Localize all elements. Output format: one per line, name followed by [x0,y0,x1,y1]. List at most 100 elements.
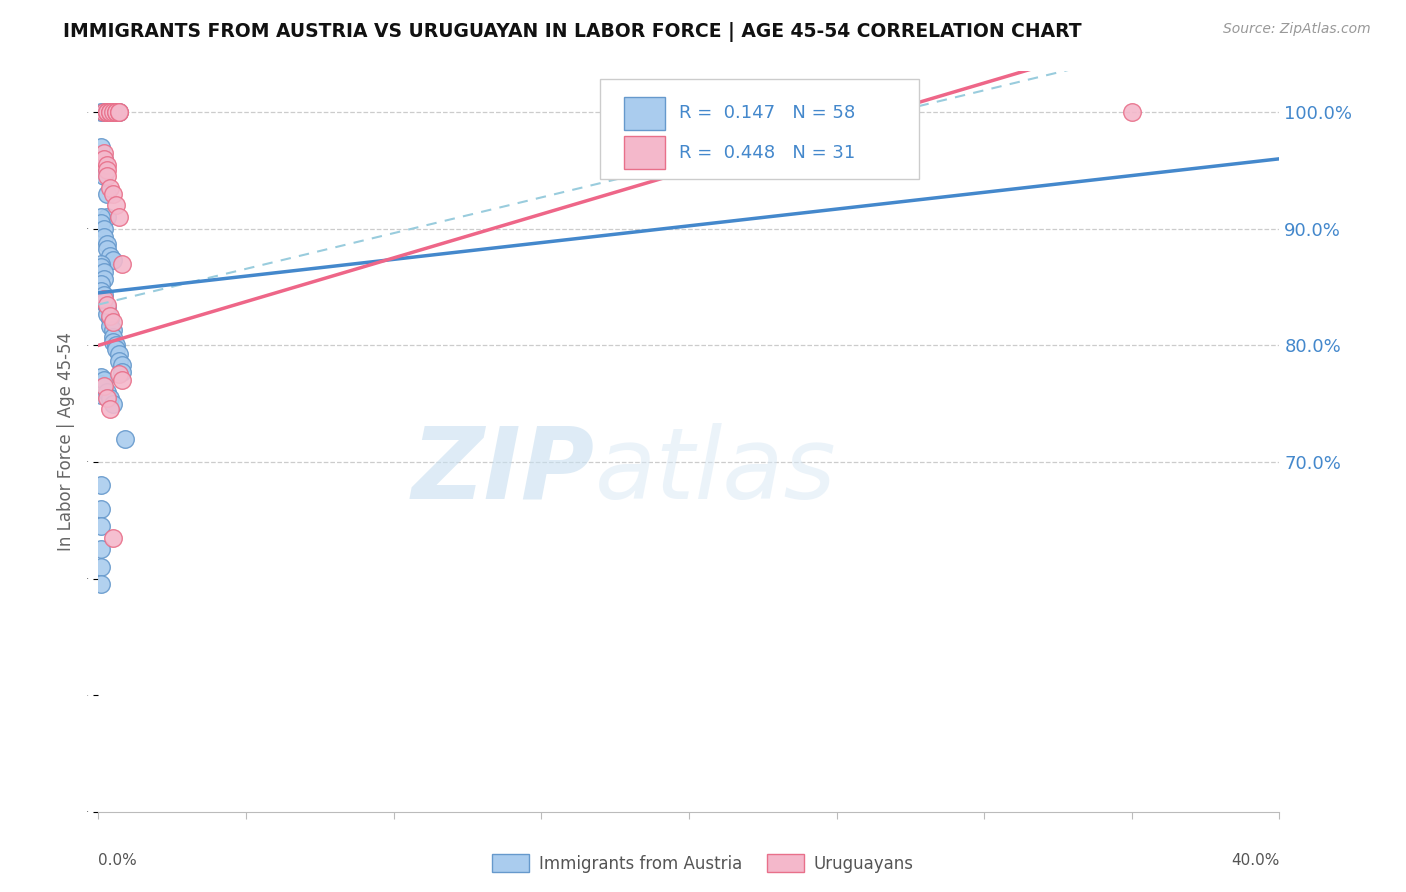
Point [98,402,121,417]
Point [98,105,121,120]
Point [90,478,112,492]
Point [96,297,118,311]
Point [93,105,115,120]
Point [98,105,121,120]
Point [93,295,115,310]
Point [93,221,115,235]
Point [103,531,125,545]
Point [90,210,112,224]
Point [103,323,125,337]
Point [96,186,118,201]
Point [96,210,118,224]
Point [90,577,112,591]
Point [105,105,128,120]
Point [1121,105,1143,120]
Point [96,242,118,256]
Text: R =  0.448   N = 31: R = 0.448 N = 31 [679,144,856,161]
Point [103,105,125,120]
Text: 40.0%: 40.0% [1232,854,1279,869]
Legend: Immigrants from Austria, Uruguayans: Immigrants from Austria, Uruguayans [485,847,921,880]
Point [103,315,125,329]
Point [98,391,121,405]
Point [103,397,125,411]
Point [90,277,112,291]
Point [103,186,125,201]
Point [108,368,131,382]
Text: 0.0%: 0.0% [98,854,138,869]
Point [90,369,112,384]
Point [105,342,128,356]
Point [93,152,115,166]
Point [90,140,112,154]
Point [90,388,112,402]
Text: Source: ZipAtlas.com: Source: ZipAtlas.com [1223,22,1371,37]
Point [108,353,131,368]
Point [98,309,121,323]
Point [98,318,121,333]
Point [103,105,125,120]
Point [105,105,128,120]
Text: IMMIGRANTS FROM AUSTRIA VS URUGUAYAN IN LABOR FORCE | AGE 45-54 CORRELATION CHAR: IMMIGRANTS FROM AUSTRIA VS URUGUAYAN IN … [63,22,1081,42]
Point [108,105,131,120]
Point [103,334,125,349]
Point [98,311,121,326]
Point [96,384,118,399]
Point [93,152,115,166]
Point [103,330,125,344]
Point [93,373,115,387]
Point [105,105,128,120]
Point [90,376,112,391]
Point [90,519,112,533]
Point [93,265,115,279]
Text: atlas: atlas [595,423,837,520]
Point [108,346,131,360]
Point [111,373,134,387]
Point [93,379,115,393]
Point [98,249,121,263]
FancyBboxPatch shape [624,136,665,169]
Point [90,542,112,557]
Point [96,158,118,172]
Text: R =  0.147   N = 58: R = 0.147 N = 58 [679,104,856,122]
Point [96,236,118,251]
Point [108,105,131,120]
Point [98,181,121,195]
Point [93,288,115,302]
Point [108,210,131,224]
Point [90,216,112,230]
Point [93,272,115,286]
Point [90,501,112,516]
Point [98,105,121,120]
Point [96,105,118,120]
Point [90,560,112,574]
Point [93,230,115,244]
Point [98,105,121,120]
FancyBboxPatch shape [600,78,920,178]
Point [105,338,128,352]
Point [111,358,134,372]
Point [93,169,115,184]
Point [111,365,134,379]
Point [96,105,118,120]
Point [114,432,136,446]
Point [103,253,125,268]
Point [96,300,118,314]
Point [93,105,115,120]
Point [90,257,112,271]
Y-axis label: In Labor Force | Age 45-54: In Labor Force | Age 45-54 [58,332,76,551]
Point [90,260,112,275]
Text: ZIP: ZIP [412,423,595,520]
Point [96,163,118,178]
Point [108,105,131,120]
Point [111,257,134,271]
Point [93,292,115,306]
Point [96,391,118,405]
Point [93,145,115,160]
Point [96,105,118,120]
Point [96,307,118,321]
Point [90,382,112,396]
Point [90,105,112,120]
FancyBboxPatch shape [624,96,665,130]
Point [96,169,118,184]
Point [90,284,112,298]
